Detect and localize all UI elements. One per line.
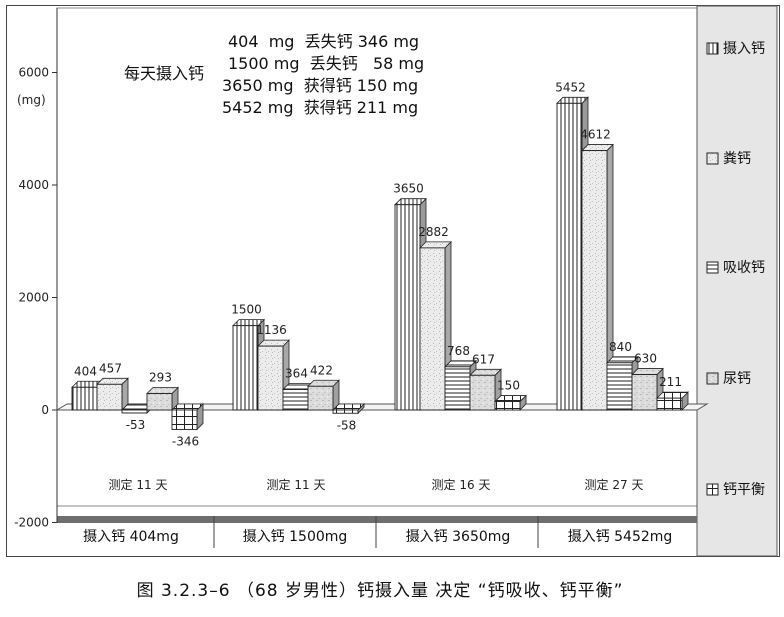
data-label: 211 — [659, 375, 682, 389]
measurement-period-label: 测定 11 天 — [267, 477, 326, 492]
data-label: 404 — [74, 364, 97, 378]
legend-label: 吸收钙 — [723, 260, 765, 276]
data-label: 1500 — [231, 303, 262, 317]
category-label: 摄入钙 404mg — [83, 529, 179, 545]
bar — [419, 240, 452, 411]
category-label: 摄入钙 5452mg — [568, 529, 673, 545]
measurement-period-label: 测定 27 天 — [585, 477, 644, 492]
y-tick-label: 0 — [41, 403, 49, 417]
data-label: 364 — [285, 367, 308, 381]
legend-panel — [696, 5, 778, 557]
annotation-line-3: 3650 mg 获得钙 150 mg — [222, 76, 418, 95]
y-tick-label: 6000 — [18, 66, 49, 80]
bar — [257, 339, 290, 411]
legend-swatch — [706, 42, 719, 55]
y-tick-label: 2000 — [18, 291, 49, 305]
bar — [307, 379, 340, 411]
legend-swatch — [706, 483, 719, 496]
figure-caption: 图 3.2.3–6 （68 岁男性）钙摄入量 决定 “钙吸收、钙平衡” — [136, 581, 624, 601]
bar — [494, 394, 527, 411]
data-label: -58 — [337, 418, 357, 432]
data-label: 5452 — [555, 80, 586, 94]
data-label: 630 — [634, 352, 657, 366]
legend-swatch — [706, 261, 719, 274]
data-label: 422 — [310, 363, 333, 377]
y-tick-label: -2000 — [14, 516, 49, 530]
category-labels: 摄入钙 404mg 摄入钙 1500mg 摄入钙 3650mg 摄入钙 5452mg — [83, 516, 672, 548]
category-axis-band — [57, 516, 697, 523]
annotation-line-1: 404 mg 丢失钙 346 mg — [228, 32, 419, 51]
y-tick-label: 4000 — [18, 178, 49, 192]
data-label: 3650 — [393, 182, 424, 196]
bar — [581, 143, 614, 411]
bar — [469, 368, 502, 411]
legend-swatch — [706, 152, 719, 165]
legend-swatch — [706, 372, 719, 385]
data-label: 1136 — [256, 323, 287, 337]
legend-label: 摄入钙 — [723, 41, 765, 57]
annotation-line-4: 5452 mg 获得钙 211 mg — [222, 98, 418, 117]
data-label: 768 — [447, 344, 470, 358]
bar — [171, 403, 204, 431]
category-label: 摄入钙 3650mg — [406, 529, 511, 545]
data-label: 293 — [149, 371, 172, 385]
data-label: 2882 — [418, 225, 449, 239]
y-axis-ticks: -2000 0 2000 4000 6000 — [14, 66, 57, 530]
data-label: 457 — [99, 361, 122, 375]
bar-series — [55, 96, 709, 431]
measurement-period-label: 测定 11 天 — [109, 477, 168, 492]
annotation: 每天摄入钙 404 mg 丢失钙 346 mg 1500 mg 丢失钙 58 m… — [124, 32, 424, 117]
group-labels: 测定 11 天 测定 11 天 测定 16 天 测定 27 天 — [109, 477, 644, 492]
data-label: -53 — [126, 418, 146, 432]
bar — [146, 386, 179, 411]
bar — [656, 391, 689, 411]
data-label: 840 — [609, 340, 632, 354]
value-labels: 404 1500 3650 5452 457 1136 2882 4612 -53 364 768 8… — [74, 80, 682, 448]
data-label: 150 — [497, 379, 520, 393]
measurement-period-label: 测定 16 天 — [432, 477, 491, 492]
y-axis-unit-label: (mg) — [17, 93, 46, 107]
annotation-line-2: 1500 mg 丢失钙 58 mg — [228, 54, 424, 73]
data-label: 4612 — [580, 128, 611, 142]
data-label: 617 — [472, 352, 495, 366]
category-label: 摄入钙 1500mg — [243, 529, 348, 545]
legend-label: 钙平衡 — [723, 482, 765, 498]
legend-label: 尿钙 — [723, 371, 751, 387]
data-label: -346 — [172, 434, 199, 448]
bar — [631, 367, 664, 411]
bar — [332, 403, 365, 415]
annotation-label: 每天摄入钙 — [124, 64, 204, 83]
bar — [96, 377, 129, 411]
legend-label: 粪钙 — [723, 151, 751, 167]
